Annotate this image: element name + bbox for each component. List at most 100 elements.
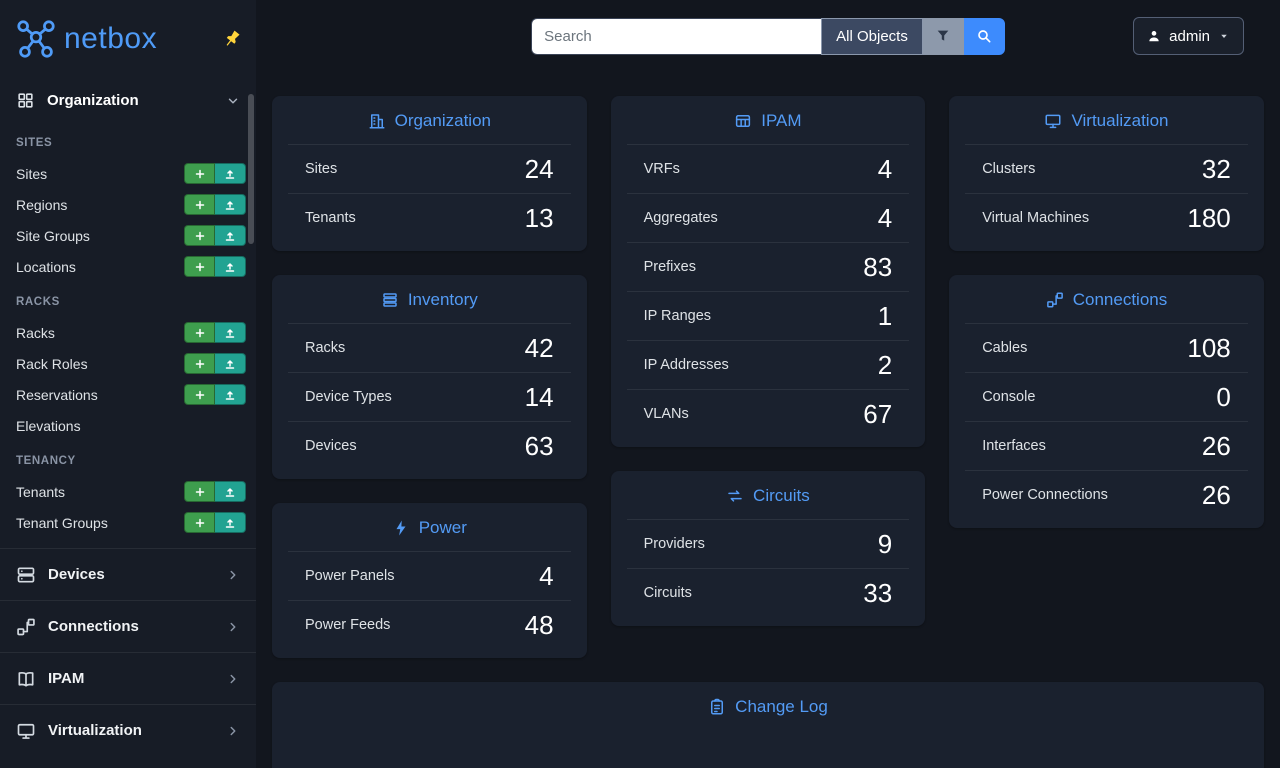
stat-value[interactable]: 67 (863, 398, 893, 429)
sidebar-item-tenants[interactable]: Tenants (0, 476, 256, 507)
stat-row-racks[interactable]: Racks 42 (288, 323, 571, 372)
import-button[interactable] (215, 481, 246, 502)
stat-label[interactable]: Sites (305, 161, 338, 177)
sidebar-item-regions[interactable]: Regions (0, 189, 256, 220)
sidebar-item-racks[interactable]: Racks (0, 317, 256, 348)
stat-row-ip-ranges[interactable]: IP Ranges 1 (626, 291, 910, 340)
stat-label[interactable]: Power Feeds (305, 617, 391, 633)
stat-value[interactable]: 26 (1201, 430, 1231, 461)
stat-label[interactable]: Racks (305, 340, 346, 356)
stat-value[interactable]: 33 (863, 577, 893, 608)
search-button[interactable] (963, 17, 1005, 55)
stat-row-providers[interactable]: Providers 9 (626, 519, 910, 568)
stat-row-console[interactable]: Console 0 (965, 372, 1248, 421)
stat-label[interactable]: Cables (982, 340, 1028, 356)
object-type-dropdown[interactable]: All Objects (821, 17, 923, 55)
sidebar-item-rack-roles[interactable]: Rack Roles (0, 348, 256, 379)
sidebar-item-sites[interactable]: Sites (0, 158, 256, 189)
stat-label[interactable]: Devices (305, 438, 357, 454)
stat-row-ip-addresses[interactable]: IP Addresses 2 (626, 340, 910, 389)
stat-label[interactable]: Console (982, 389, 1036, 405)
sidebar-scrollbar-thumb[interactable] (248, 94, 254, 244)
stat-label[interactable]: VLANs (643, 406, 689, 422)
import-button[interactable] (215, 322, 246, 343)
stat-label[interactable]: Power Panels (305, 568, 395, 584)
import-button[interactable] (215, 512, 246, 533)
stat-label[interactable]: Tenants (305, 210, 356, 226)
stat-label[interactable]: Power Connections (982, 487, 1108, 503)
stat-value[interactable]: 42 (524, 332, 554, 363)
add-button[interactable] (184, 481, 215, 502)
stat-row-aggregates[interactable]: Aggregates 4 (626, 193, 910, 242)
stat-row-device-types[interactable]: Device Types 14 (288, 372, 571, 421)
import-button[interactable] (215, 256, 246, 277)
sidebar-group-ipam[interactable]: IPAM (0, 652, 256, 704)
add-button[interactable] (184, 512, 215, 533)
stat-value[interactable]: 180 (1187, 202, 1231, 233)
stat-row-virtual-machines[interactable]: Virtual Machines 180 (965, 193, 1248, 242)
pin-icon[interactable] (218, 25, 246, 53)
search-input[interactable] (531, 17, 822, 55)
import-button[interactable] (215, 194, 246, 215)
stat-row-cables[interactable]: Cables 108 (965, 323, 1248, 372)
stat-label[interactable]: Prefixes (643, 259, 696, 275)
import-button[interactable] (215, 163, 246, 184)
add-button[interactable] (184, 256, 215, 277)
stat-row-clusters[interactable]: Clusters 32 (965, 144, 1248, 193)
stat-row-sites[interactable]: Sites 24 (288, 144, 571, 193)
stat-row-tenants[interactable]: Tenants 13 (288, 193, 571, 242)
sidebar-group-devices[interactable]: Devices (0, 548, 256, 600)
filter-button[interactable] (922, 17, 964, 55)
user-menu-button[interactable]: admin (1133, 17, 1244, 55)
stat-label[interactable]: Clusters (982, 161, 1036, 177)
stat-value[interactable]: 4 (539, 560, 554, 591)
stat-value[interactable]: 32 (1201, 153, 1231, 184)
stat-value[interactable]: 1 (877, 300, 893, 331)
sidebar-group-organization[interactable]: Organization (0, 78, 256, 123)
import-button[interactable] (215, 225, 246, 246)
sidebar-item-elevations[interactable]: Elevations (0, 410, 256, 441)
add-button[interactable] (184, 225, 215, 246)
stat-value[interactable]: 26 (1201, 479, 1231, 510)
import-button[interactable] (215, 353, 246, 374)
stat-label[interactable]: Providers (643, 536, 705, 552)
netbox-logo[interactable]: netbox (14, 17, 157, 61)
stat-value[interactable]: 9 (877, 528, 893, 559)
stat-value[interactable]: 63 (524, 430, 554, 461)
stat-value[interactable]: 4 (877, 202, 893, 233)
stat-row-circuits[interactable]: Circuits 33 (626, 568, 910, 617)
add-button[interactable] (184, 194, 215, 215)
stat-value[interactable]: 108 (1187, 332, 1231, 363)
sidebar-item-tenant-groups[interactable]: Tenant Groups (0, 507, 256, 538)
stat-label[interactable]: Device Types (305, 389, 392, 405)
stat-label[interactable]: VRFs (643, 161, 680, 177)
add-button[interactable] (184, 322, 215, 343)
stat-label[interactable]: Interfaces (982, 438, 1046, 454)
add-button[interactable] (184, 163, 215, 184)
stat-label[interactable]: IP Ranges (643, 308, 712, 324)
stat-row-vrfs[interactable]: VRFs 4 (626, 144, 910, 193)
stat-value[interactable]: 13 (524, 202, 554, 233)
stat-label[interactable]: Circuits (643, 585, 692, 601)
import-button[interactable] (215, 384, 246, 405)
stat-label[interactable]: IP Addresses (643, 357, 729, 373)
stat-label[interactable]: Aggregates (643, 210, 718, 226)
stat-value[interactable]: 0 (1216, 381, 1231, 412)
add-button[interactable] (184, 353, 215, 374)
stat-row-vlans[interactable]: VLANs 67 (626, 389, 910, 438)
stat-row-prefixes[interactable]: Prefixes 83 (626, 242, 910, 291)
stat-row-devices[interactable]: Devices 63 (288, 421, 571, 470)
stat-value[interactable]: 48 (524, 609, 554, 640)
stat-row-power-panels[interactable]: Power Panels 4 (288, 551, 571, 600)
stat-row-power-connections[interactable]: Power Connections 26 (965, 470, 1248, 519)
stat-value[interactable]: 83 (863, 251, 893, 282)
stat-value[interactable]: 24 (524, 153, 554, 184)
stat-value[interactable]: 4 (877, 153, 893, 184)
sidebar-item-site-groups[interactable]: Site Groups (0, 220, 256, 251)
sidebar-group-virtualization[interactable]: Virtualization (0, 704, 256, 756)
sidebar-group-connections[interactable]: Connections (0, 600, 256, 652)
stat-value[interactable]: 14 (524, 381, 554, 412)
stat-label[interactable]: Virtual Machines (982, 210, 1090, 226)
stat-value[interactable]: 2 (877, 349, 893, 380)
stat-row-power-feeds[interactable]: Power Feeds 48 (288, 600, 571, 649)
